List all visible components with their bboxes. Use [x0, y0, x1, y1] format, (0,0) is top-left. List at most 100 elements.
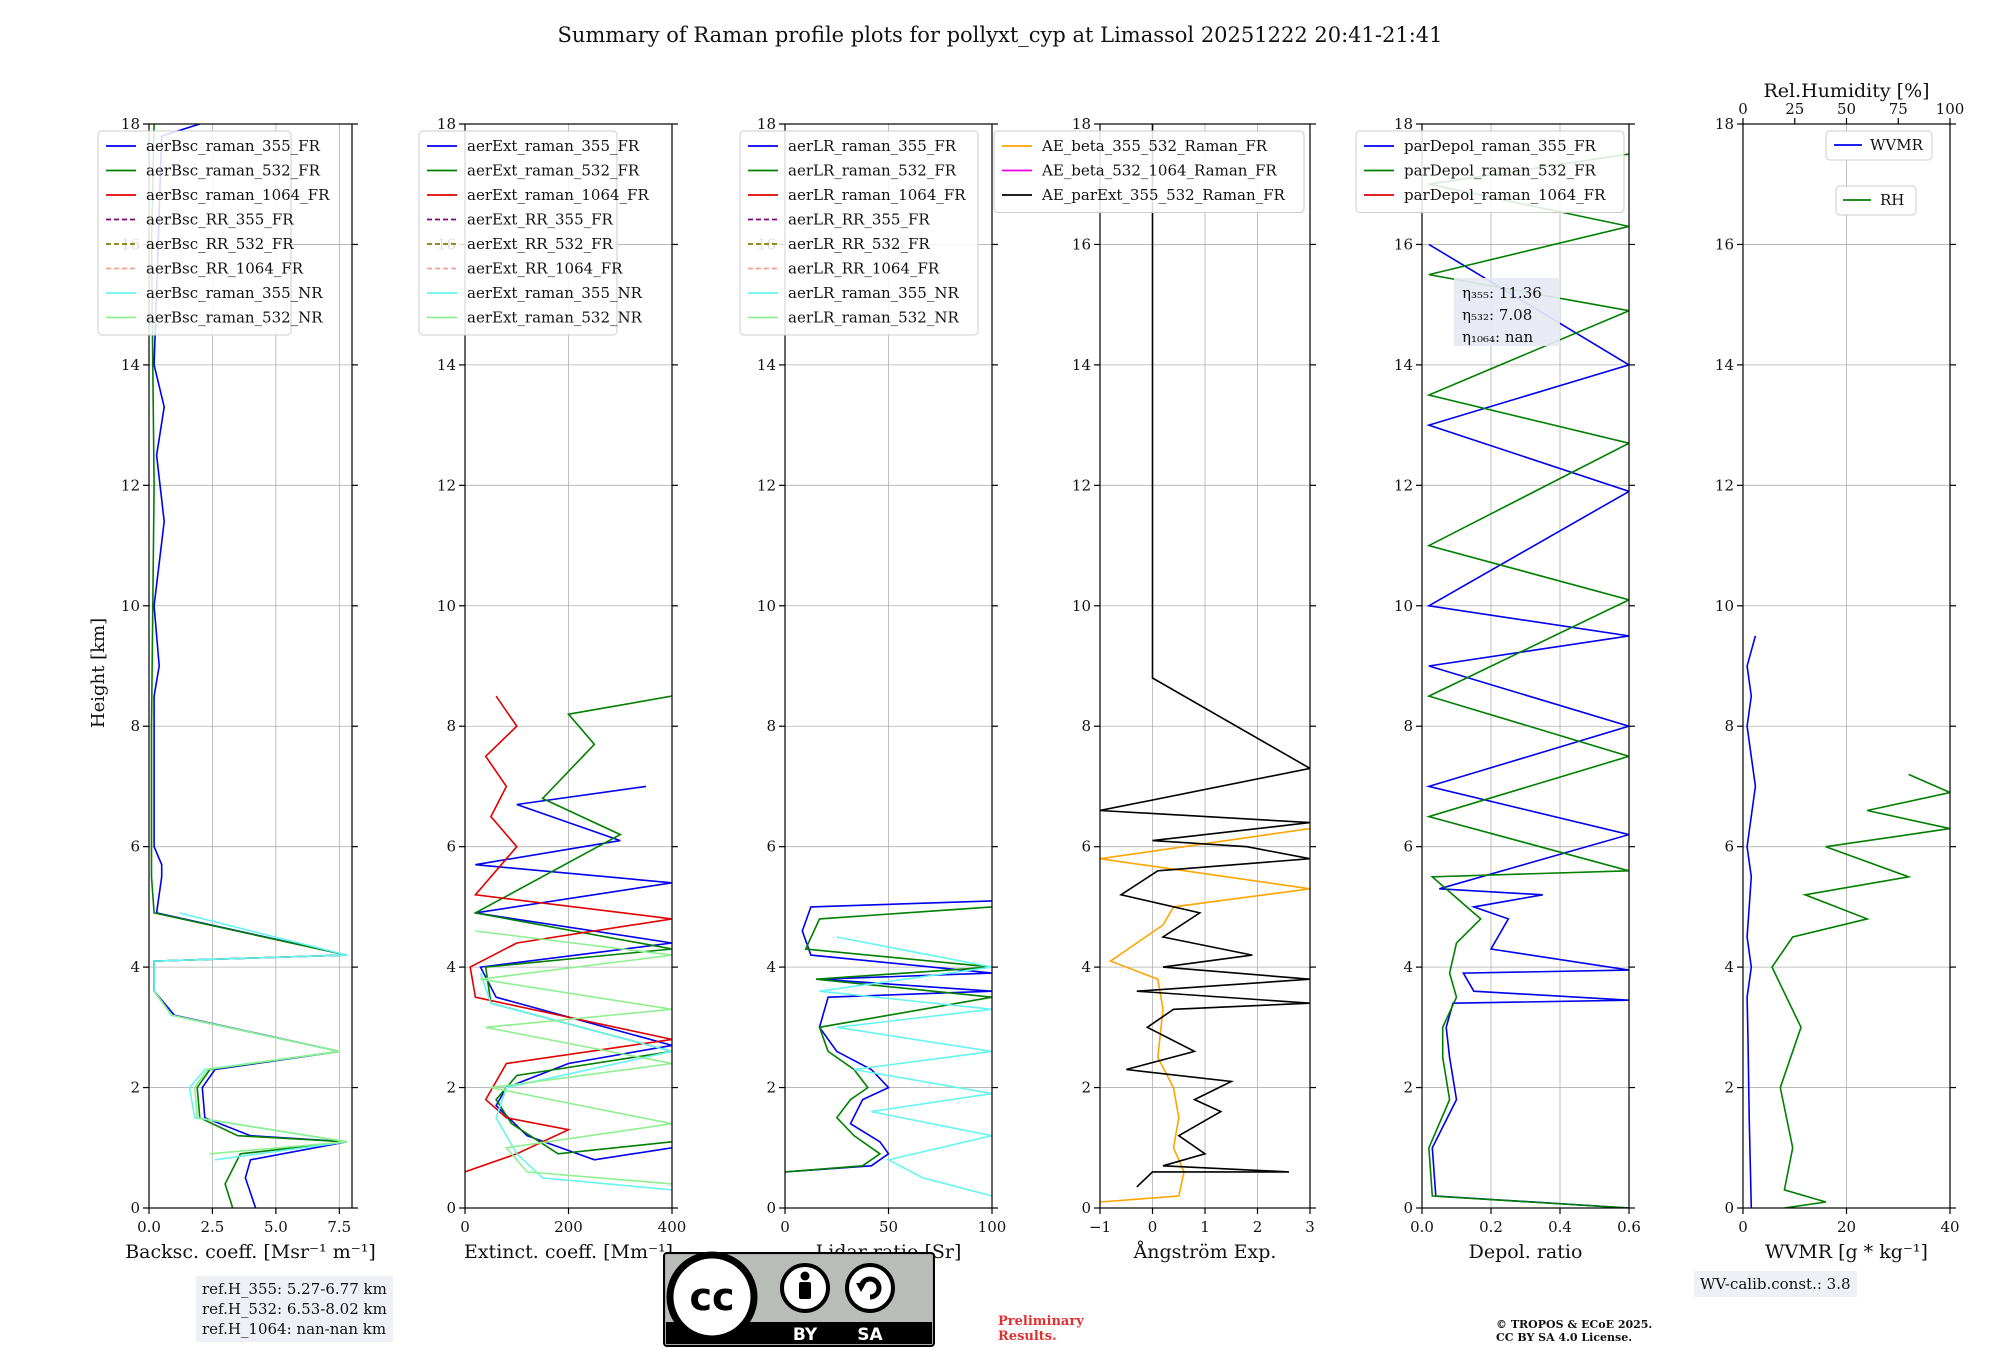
y-tick-label: 12 — [757, 476, 776, 494]
legend-label: aerExt_RR_1064_FR — [467, 260, 623, 278]
legend-label: aerBsc_RR_1064_FR — [146, 260, 304, 278]
x-tick-label: 0.0 — [1410, 1218, 1434, 1236]
series-line-aerLR_raman_355_FR — [785, 900, 992, 1173]
y-tick-label: 4 — [1724, 958, 1734, 976]
x-tick-label: 1 — [1200, 1218, 1210, 1236]
ref-height-1064: ref.H_1064: nan-nan km — [202, 1320, 387, 1338]
y-tick-label: 14 — [1715, 356, 1734, 374]
series-line-WVMR — [1746, 635, 1757, 1208]
series-line-parDepol_raman_355_FR — [1425, 243, 1629, 1208]
y-tick-label: 18 — [757, 115, 776, 133]
y-tick-label: 2 — [766, 1079, 776, 1097]
y-tick-label: 18 — [1072, 115, 1091, 133]
figure-title: Summary of Raman profile plots for polly… — [557, 23, 1442, 47]
y-tick-label: 2 — [1403, 1079, 1413, 1097]
legend-frame — [1825, 130, 1933, 161]
legend-label: aerExt_raman_532_FR — [467, 162, 640, 180]
axes-frame — [148, 123, 353, 1209]
series-group — [1425, 153, 1629, 1208]
x-tick-label: 0.4 — [1548, 1218, 1572, 1236]
series-line-aerLR_raman_532_FR — [785, 906, 992, 1173]
x-tick-label: 400 — [658, 1218, 687, 1236]
legend-label: aerLR_RR_355_FR — [788, 211, 930, 229]
series-line-AE_beta_355_532_Raman_FR — [1100, 827, 1310, 1203]
series-line-aerExt_raman_355_NR — [479, 972, 672, 1191]
y-tick-label: 10 — [1715, 597, 1734, 615]
y-tick-label: 4 — [446, 958, 456, 976]
y-tick-label: 8 — [130, 717, 140, 735]
y-tick-label: 14 — [1394, 356, 1413, 374]
legend-label: aerLR_raman_532_NR — [788, 309, 959, 327]
x2-tick-label: 25 — [1785, 100, 1804, 118]
legend-label: AE_parExt_355_532_Raman_FR — [1041, 186, 1286, 204]
legend: WVMR RH — [1825, 130, 1933, 216]
x-tick-label: 40 — [1940, 1218, 1959, 1236]
preliminary-results-note: Preliminary Results. — [998, 1314, 1084, 1344]
x-axis-label: WVMR [g * kg⁻¹] — [1765, 1241, 1928, 1263]
legend-label: aerLR_RR_532_FR — [788, 235, 930, 253]
y-tick-label: 6 — [1403, 838, 1413, 856]
y-tick-label: 18 — [437, 115, 456, 133]
y-tick-label: 2 — [1724, 1079, 1734, 1097]
x2-tick-label: 0 — [1738, 100, 1748, 118]
legend-frame — [1835, 185, 1917, 216]
x2-tick-label: 50 — [1837, 100, 1856, 118]
series-line-aerExt_raman_1064_FR — [465, 695, 672, 1173]
legend-label: AE_beta_355_532_Raman_FR — [1041, 137, 1268, 155]
reference-height-box: ref.H_355: 5.27-6.77 km ref.H_532: 6.53-… — [196, 1276, 393, 1342]
x-tick-label: 50 — [879, 1218, 898, 1236]
x2-tick-label: 75 — [1889, 100, 1908, 118]
y-tick-label: 10 — [121, 597, 140, 615]
legend-label: aerBsc_raman_532_FR — [146, 162, 321, 180]
legend-label: aerLR_raman_1064_FR — [788, 186, 966, 204]
legend-label: aerLR_raman_355_NR — [788, 284, 959, 302]
y-tick-label: 2 — [1081, 1079, 1091, 1097]
x-tick-label: 2.5 — [201, 1218, 225, 1236]
x-axis-label: Ångström Exp. — [1133, 1241, 1277, 1263]
y-tick-label: 14 — [121, 356, 140, 374]
y-tick-label: 4 — [130, 958, 140, 976]
series-line-aerLR_raman_355_NR — [819, 936, 992, 1197]
y-tick-label: 2 — [446, 1079, 456, 1097]
license-sa-label: SA — [857, 1325, 883, 1345]
legend-frame — [97, 130, 292, 336]
y-tick-label: 16 — [1394, 235, 1413, 253]
y-tick-label: 10 — [1394, 597, 1413, 615]
x-tick-label: 100 — [978, 1218, 1007, 1236]
legend-label: parDepol_raman_532_FR — [1404, 162, 1597, 180]
legend-label: aerExt_raman_355_FR — [467, 137, 640, 155]
x-tick-label: 200 — [554, 1218, 583, 1236]
x2-tick-label: 100 — [1936, 100, 1965, 118]
series-line-aerBsc_raman_355_NR — [153, 912, 348, 1161]
panel-5: 0 2 4 6 8 10 12 14 16 18 0.0 0.2 0.4 0.6 Depol. ratio p… — [1355, 115, 1641, 1263]
annotation-frame — [1454, 278, 1560, 346]
x-tick-label: −1 — [1089, 1218, 1111, 1236]
y-tick-label: 6 — [1724, 838, 1734, 856]
x-tick-label: 3 — [1305, 1218, 1315, 1236]
legend-frame — [739, 130, 979, 336]
x-tick-label: 0.0 — [137, 1218, 161, 1236]
eta-annotation-box: η₃₅₅: 11.36 η₅₃₂: 7.08 η₁₀₆₄: nan — [1454, 278, 1560, 346]
y-tick-label: 4 — [766, 958, 776, 976]
series-group — [785, 900, 992, 1197]
x-axis-label: Extinct. coeff. [Mm⁻¹] — [464, 1241, 673, 1263]
ref-height-532: ref.H_532: 6.53-8.02 km — [202, 1300, 387, 1318]
legend-label: aerBsc_raman_355_FR — [146, 137, 321, 155]
legend-label: aerBsc_raman_532_NR — [146, 309, 323, 327]
series-group — [150, 124, 348, 1208]
svg-text:cc: cc — [689, 1275, 734, 1319]
legend: aerBsc_raman_355_FR aerBsc_raman_532_FRae… — [97, 130, 330, 336]
y-tick-label: 0 — [1724, 1199, 1734, 1217]
legend-label: aerLR_raman_355_FR — [788, 137, 957, 155]
x-tick-label: 2 — [1253, 1218, 1263, 1236]
cc-icon — [666, 1251, 758, 1343]
legend-label: parDepol_raman_1064_FR — [1404, 186, 1606, 204]
y-tick-label: 14 — [437, 356, 456, 374]
legend-label: aerExt_raman_355_NR — [467, 284, 643, 302]
y-tick-label: 8 — [446, 717, 456, 735]
legend-label: WVMR — [1870, 136, 1924, 154]
y-tick-label: 14 — [1072, 356, 1091, 374]
y-tick-label: 12 — [1072, 476, 1091, 494]
